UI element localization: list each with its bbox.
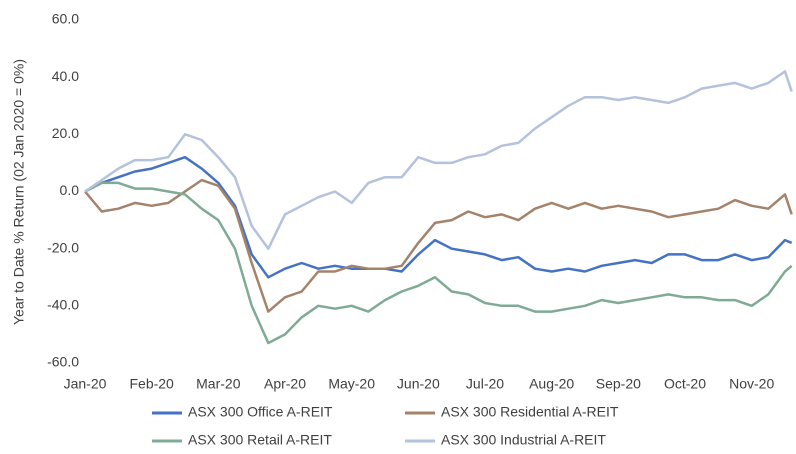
line-series <box>84 178 793 313</box>
y-tick-label: -60.0 <box>47 354 79 370</box>
x-tick-label: Apr-20 <box>264 376 306 392</box>
y-tick-label: 40.0 <box>52 68 79 84</box>
y-tick-label: -20.0 <box>47 239 79 255</box>
x-tick-label: Jul-20 <box>466 376 504 392</box>
x-tick-label: Sep-20 <box>596 376 641 392</box>
y-axis-label: Year to Date % Return (02 Jan 2020 = 0%) <box>11 59 27 325</box>
legend-label: ASX 300 Office A-REIT <box>188 404 333 420</box>
x-tick-label: Jan-20 <box>64 376 107 392</box>
x-tick-label: Nov-20 <box>729 376 774 392</box>
line-series <box>84 181 793 345</box>
legend-label: ASX 300 Residential A-REIT <box>441 404 619 420</box>
x-tick-label: Oct-20 <box>664 376 706 392</box>
y-tick-label: 20.0 <box>52 125 79 141</box>
line-series <box>84 155 793 279</box>
legend-label: ASX 300 Industrial A-REIT <box>441 432 606 448</box>
legend-label: ASX 300 Retail A-REIT <box>188 432 332 448</box>
x-tick-label: May-20 <box>328 376 375 392</box>
x-tick-label: Aug-20 <box>529 376 574 392</box>
x-tick-label: Mar-20 <box>196 376 241 392</box>
y-tick-label: -40.0 <box>47 297 79 313</box>
y-tick-label: 0.0 <box>60 182 80 198</box>
x-tick-label: Feb-20 <box>129 376 174 392</box>
y-tick-label: 60.0 <box>52 11 79 27</box>
x-tick-label: Jun-20 <box>397 376 440 392</box>
line-series <box>84 70 793 250</box>
